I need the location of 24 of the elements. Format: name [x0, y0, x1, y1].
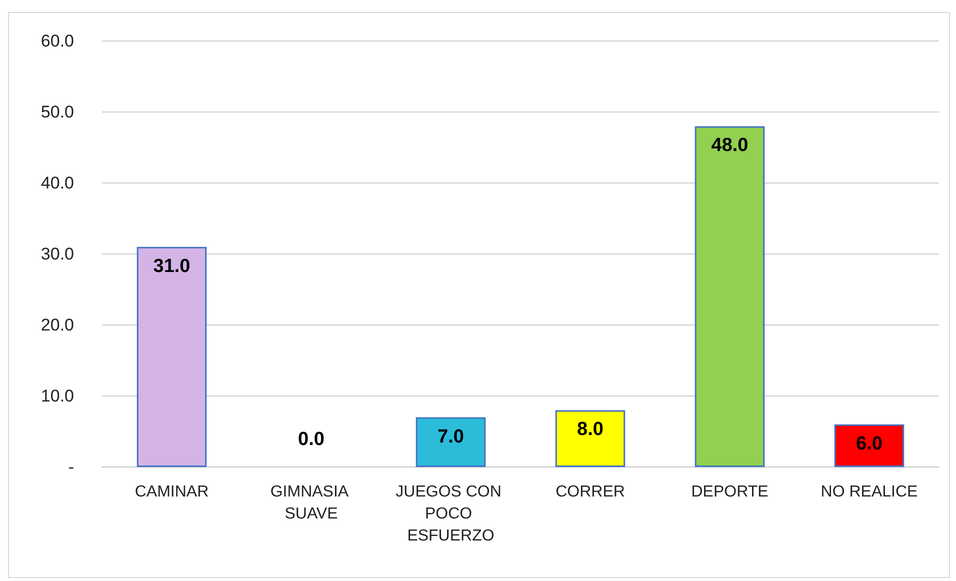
x-tick-label: CORRER: [556, 484, 625, 500]
bar: [555, 410, 626, 467]
data-label: 7.0: [438, 426, 464, 448]
bar: [694, 126, 765, 467]
x-tick-label: CAMINAR: [134, 484, 209, 500]
y-tick-label: 30.0: [40, 244, 74, 264]
y-tick-label: -: [68, 458, 74, 476]
x-tick-label: DEPORTE: [691, 484, 768, 500]
x-tick-label: JUEGOS CON POCO ESFUERZO: [396, 484, 506, 544]
y-tick-label: 50.0: [40, 102, 74, 122]
bar: [834, 424, 904, 467]
y-tick-label: 10.0: [40, 386, 74, 406]
bar: [136, 246, 207, 467]
data-label: 6.0: [856, 433, 882, 454]
data-label: 48.0: [711, 135, 748, 156]
data-label: 0.0: [298, 429, 324, 450]
x-tick-label: NO REALICE: [820, 484, 918, 500]
bar: [416, 417, 486, 467]
y-tick-label: 60.0: [40, 32, 74, 50]
y-tick-label: 20.0: [40, 316, 74, 334]
data-label: 8.0: [577, 419, 604, 440]
x-tick-label: GIMNASIA SUAVE: [270, 484, 352, 522]
y-tick-label: 40.0: [40, 174, 74, 192]
data-label: 31.0: [153, 256, 190, 277]
